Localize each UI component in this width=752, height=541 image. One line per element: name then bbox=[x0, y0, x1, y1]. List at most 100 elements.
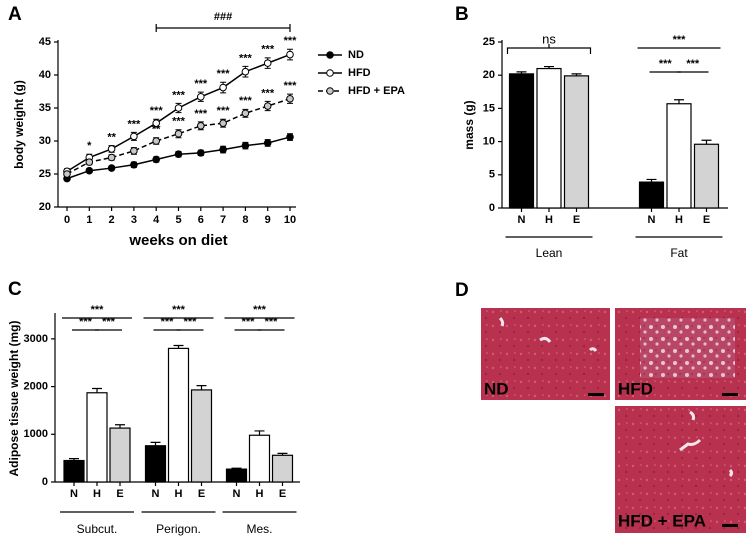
x-tick-label: N bbox=[648, 214, 656, 226]
significance: *** bbox=[102, 316, 116, 328]
legend-marker bbox=[326, 51, 334, 59]
significance: *** bbox=[253, 304, 267, 316]
significance: *** bbox=[194, 108, 208, 120]
y-tick-label: 10 bbox=[483, 136, 495, 148]
significance: *** bbox=[686, 58, 700, 70]
significance: *** bbox=[242, 316, 256, 328]
data-point bbox=[197, 122, 205, 130]
x-tick-label: N bbox=[152, 488, 160, 500]
data-point bbox=[263, 139, 272, 147]
data-point bbox=[85, 166, 94, 175]
group-label: Mes. bbox=[246, 522, 272, 536]
y-tick-label: 15 bbox=[483, 102, 495, 114]
y-tick-label: 25 bbox=[39, 168, 51, 180]
x-tick-label: H bbox=[545, 214, 553, 226]
data-point bbox=[197, 92, 205, 101]
bar bbox=[536, 67, 562, 209]
x-tick-label: 7 bbox=[220, 214, 226, 226]
x-axis-label: weeks on diet bbox=[128, 232, 227, 249]
legend-marker bbox=[326, 87, 334, 95]
significance: *** bbox=[91, 304, 105, 316]
vessel bbox=[679, 410, 733, 478]
scale-bar bbox=[588, 393, 604, 396]
significance: * bbox=[87, 140, 92, 152]
y-tick-label: 35 bbox=[39, 102, 51, 114]
x-tick-label: N bbox=[518, 214, 526, 226]
significance: ns bbox=[542, 31, 556, 46]
significance: *** bbox=[172, 304, 186, 316]
x-tick-label: 6 bbox=[198, 214, 204, 226]
significance: *** bbox=[673, 34, 687, 46]
data-point bbox=[219, 119, 227, 127]
x-tick-label: E bbox=[116, 488, 123, 500]
y-tick-label: 30 bbox=[39, 135, 51, 147]
data-point bbox=[197, 149, 205, 157]
data-point bbox=[286, 94, 294, 103]
group-label: Lean bbox=[536, 246, 563, 260]
x-tick-label: H bbox=[675, 214, 683, 226]
micrograph bbox=[615, 406, 746, 533]
x-tick-label: 8 bbox=[242, 214, 248, 226]
bar bbox=[666, 103, 692, 209]
significance: *** bbox=[79, 316, 93, 328]
data-point bbox=[130, 132, 138, 141]
series-line bbox=[66, 98, 291, 175]
data-point bbox=[107, 164, 116, 172]
data-point bbox=[107, 153, 116, 162]
x-tick-label: E bbox=[198, 488, 205, 500]
significance: *** bbox=[194, 78, 208, 90]
y-axis-label: body weight (g) bbox=[12, 80, 26, 169]
legend-label: ND bbox=[348, 49, 364, 61]
significance: *** bbox=[284, 35, 298, 47]
data-point bbox=[174, 129, 183, 138]
data-point bbox=[263, 59, 272, 67]
significance: *** bbox=[127, 118, 141, 130]
lipid-area bbox=[640, 318, 735, 378]
data-point bbox=[130, 160, 138, 169]
significance: *** bbox=[659, 58, 673, 70]
bar bbox=[248, 434, 271, 483]
x-tick-label: H bbox=[93, 488, 101, 500]
panel-d: D ND HFD HFD + EPA bbox=[455, 280, 746, 533]
group-label: Perigon. bbox=[156, 522, 201, 536]
error-bar bbox=[196, 385, 207, 390]
bar bbox=[693, 143, 720, 209]
panel-letter: A bbox=[8, 4, 22, 25]
data-point bbox=[152, 155, 160, 164]
bar bbox=[190, 389, 213, 483]
image-label: HFD + EPA bbox=[618, 511, 706, 530]
x-tick-label: N bbox=[70, 488, 78, 500]
x-tick-label: 4 bbox=[153, 214, 160, 226]
group-label: Fat bbox=[670, 246, 688, 260]
significance: *** bbox=[239, 95, 253, 107]
significance: *** bbox=[217, 68, 231, 80]
data-point bbox=[130, 147, 138, 155]
data-point bbox=[174, 150, 183, 158]
x-tick-label: 0 bbox=[64, 214, 70, 226]
x-tick-label: 5 bbox=[175, 214, 181, 226]
legend-label: HFD + EPA bbox=[348, 85, 405, 97]
x-tick-label: 3 bbox=[131, 214, 137, 226]
significance-bracket bbox=[506, 44, 592, 54]
significance: *** bbox=[172, 116, 186, 128]
vessel bbox=[498, 316, 598, 352]
significance: ** bbox=[107, 132, 116, 144]
bar bbox=[86, 392, 108, 483]
y-tick-label: 0 bbox=[489, 202, 495, 214]
y-tick-label: 40 bbox=[39, 69, 51, 81]
legend-marker bbox=[326, 69, 334, 77]
bracket-label: ### bbox=[214, 11, 232, 23]
data-point bbox=[219, 145, 227, 154]
significance: *** bbox=[261, 87, 275, 99]
data-point bbox=[241, 141, 250, 150]
panel-letter: B bbox=[455, 4, 469, 25]
significance: ** bbox=[152, 124, 161, 136]
significance: *** bbox=[239, 52, 253, 64]
data-point bbox=[241, 67, 250, 76]
data-point bbox=[107, 145, 116, 153]
x-tick-label: E bbox=[573, 214, 580, 226]
x-tick-label: H bbox=[175, 488, 183, 500]
y-tick-label: 25 bbox=[483, 36, 495, 48]
image-label: ND bbox=[484, 379, 509, 398]
